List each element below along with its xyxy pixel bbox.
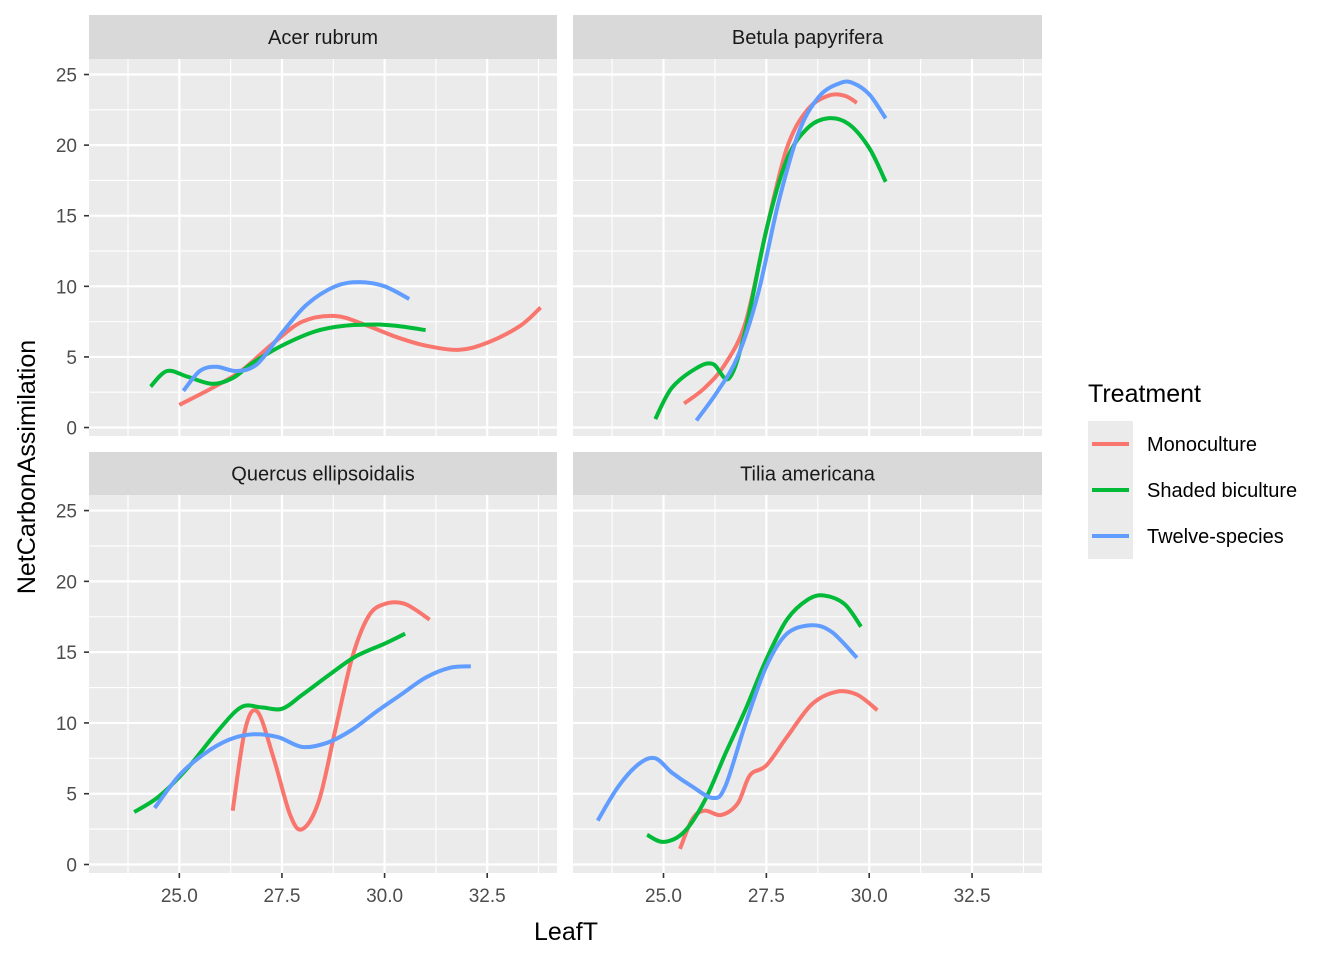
- y-tick-label: 25: [56, 502, 77, 523]
- gridlines: [89, 59, 557, 436]
- x-tick-label: 27.5: [263, 886, 300, 907]
- facet-strip: [573, 452, 1042, 495]
- series-lines: [595, 593, 879, 850]
- x-tick-label: 32.5: [469, 886, 506, 907]
- x-axis: 25.0 27.5 30.0 32.5: [645, 873, 991, 907]
- y-tick-label: 15: [56, 207, 77, 228]
- facet-strip: [573, 15, 1042, 59]
- y-tick-label: 20: [56, 136, 77, 157]
- x-tick-label: 25.0: [645, 886, 682, 907]
- panel-background: [89, 495, 557, 873]
- series-lines: [149, 280, 542, 407]
- y-tick-label: 10: [56, 277, 77, 298]
- panel-quercus-ellipsoidalis: Quercus ellipsoidalis: [89, 452, 557, 873]
- y-tick-label: 15: [56, 643, 77, 664]
- x-tick-label: 27.5: [748, 886, 785, 907]
- panels: Acer rubrum Betula papyrifera Quercus elli…: [89, 15, 1042, 873]
- y-tick-label: 20: [56, 572, 77, 593]
- panel-tilia-americana: Tilia americana: [573, 452, 1042, 873]
- series-lines: [653, 79, 888, 422]
- facet-strip-label: Acer rubrum: [268, 27, 378, 49]
- series-line-twelve-species: [153, 664, 471, 810]
- x-axis-title: LeafT: [534, 918, 598, 946]
- y-tick-label: 0: [66, 419, 77, 440]
- y-tick-label: 25: [56, 66, 77, 87]
- legend-label: Monoculture: [1147, 434, 1257, 456]
- legend-item-shaded-biculture: Shaded biculture: [1088, 467, 1297, 513]
- legend-item-twelve-species: Twelve-species: [1088, 513, 1284, 559]
- series-line-twelve-species: [694, 79, 888, 422]
- x-tick-label: 25.0: [161, 886, 198, 907]
- y-tick-label: 5: [66, 348, 77, 369]
- y-axis: 0 5 10 15 20 25: [56, 502, 89, 877]
- series-line-twelve-species: [595, 623, 859, 822]
- y-tick-label: 0: [66, 856, 77, 877]
- series-lines: [133, 600, 471, 832]
- gridlines: [573, 59, 1042, 436]
- facet-strip: [89, 15, 557, 59]
- gridlines: [89, 495, 557, 873]
- legend-items: Monoculture Shaded biculture Twelve-specie…: [1088, 421, 1297, 559]
- y-tick-label: 5: [66, 785, 77, 806]
- facet-strip-label: Tilia americana: [740, 464, 876, 486]
- x-tick-label: 30.0: [366, 886, 403, 907]
- facet-strip: [89, 452, 557, 495]
- panel-background: [573, 59, 1042, 436]
- series-line-shaded-biculture: [646, 593, 863, 844]
- legend-label: Twelve-species: [1147, 526, 1284, 548]
- panel-background: [573, 495, 1042, 873]
- y-axis: 0 5 10 15 20 25: [56, 66, 89, 440]
- legend-title: Treatment: [1088, 380, 1201, 408]
- panel-background: [89, 59, 557, 436]
- x-axis: 25.0 27.5 30.0 32.5: [161, 873, 506, 907]
- series-line-monoculture: [230, 600, 431, 832]
- y-axis-title: NetCarbonAssimilation: [13, 340, 41, 594]
- gridlines: [573, 495, 1042, 873]
- legend-label: Shaded biculture: [1147, 480, 1297, 502]
- x-tick-label: 30.0: [851, 886, 888, 907]
- series-line-monoculture: [678, 689, 879, 850]
- legend-item-monoculture: Monoculture: [1088, 421, 1257, 467]
- y-tick-label: 10: [56, 714, 77, 735]
- legend: Treatment Monoculture Shaded biculture Twe…: [1088, 380, 1297, 559]
- x-tick-label: 32.5: [954, 886, 991, 907]
- series-line-shaded-biculture: [653, 116, 888, 421]
- series-line-twelve-species: [181, 280, 411, 393]
- panel-betula-papyrifera: Betula papyrifera: [573, 15, 1042, 436]
- facet-strip-label: Betula papyrifera: [732, 27, 884, 49]
- panel-acer-rubrum: Acer rubrum: [89, 15, 557, 436]
- facet-strip-label: Quercus ellipsoidalis: [231, 464, 414, 486]
